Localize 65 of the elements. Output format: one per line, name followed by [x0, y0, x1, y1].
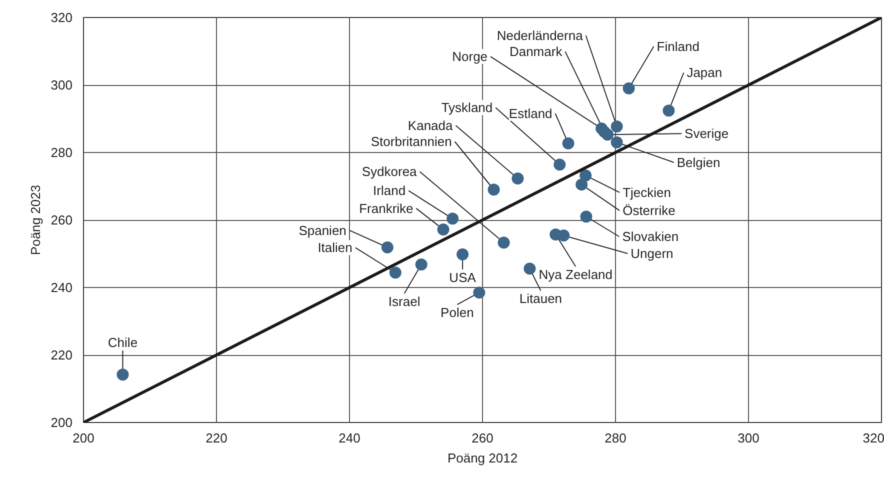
point — [580, 169, 592, 182]
data-label: Estland — [508, 106, 552, 121]
point — [602, 128, 614, 141]
y-tick-label: 220 — [50, 348, 73, 362]
data-label: Polen — [440, 305, 474, 320]
point — [512, 172, 524, 184]
data-label: Tyskland — [441, 100, 493, 116]
point — [554, 158, 566, 171]
data-label: Frankrike — [359, 200, 414, 216]
data-label: Kanada — [408, 118, 454, 133]
x-tick-label: 280 — [604, 430, 626, 446]
data-label: Storbritannien — [370, 134, 452, 150]
y-tick-label: 200 — [50, 415, 73, 430]
data-label: Nya Zeeland — [538, 267, 613, 282]
data-label: Japan — [686, 65, 722, 80]
data-label: Belgien — [676, 154, 720, 170]
y-tick-label: 300 — [50, 78, 73, 92]
point — [488, 184, 500, 196]
point — [524, 262, 536, 275]
point — [116, 368, 129, 381]
point — [456, 248, 469, 260]
point — [473, 286, 486, 299]
data-label: Danmark — [509, 44, 563, 60]
data-label: Irland — [373, 183, 406, 198]
point — [498, 236, 510, 249]
x-tick-label: 300 — [738, 430, 760, 446]
point — [576, 178, 588, 191]
x-axis-title: Poäng 2012 — [447, 450, 518, 466]
data-label: Norge — [452, 49, 488, 64]
data-label: USA — [449, 270, 476, 285]
data-label: Spanien — [298, 222, 346, 238]
point — [562, 137, 574, 150]
point — [580, 210, 592, 223]
point — [622, 82, 635, 94]
point — [550, 228, 562, 240]
data-label: Israel — [388, 294, 420, 310]
y-tick-label: 280 — [50, 145, 73, 160]
point — [610, 120, 623, 132]
point — [662, 104, 675, 117]
point — [389, 266, 402, 279]
data-label: Österrike — [622, 203, 676, 218]
point — [381, 241, 394, 254]
y-tick-label: 320 — [50, 10, 73, 25]
x-tick-label: 260 — [472, 430, 494, 446]
point — [437, 223, 450, 236]
point — [446, 212, 459, 225]
data-label: Sverige — [684, 126, 729, 142]
y-tick-label: 240 — [50, 280, 73, 295]
data-label: Ungern — [630, 246, 674, 262]
data-label: Chile — [108, 335, 138, 350]
y-tick-label: 260 — [50, 212, 73, 228]
data-label: Nederländerna — [496, 28, 584, 44]
point — [610, 136, 623, 148]
y-axis-title: Poäng 2023 — [28, 184, 43, 256]
data-label: Slovakien — [622, 229, 679, 244]
data-label: Finland — [656, 38, 700, 54]
data-label: Italien — [318, 240, 352, 256]
x-tick-label: 220 — [206, 430, 228, 446]
x-tick-label: 200 — [72, 430, 94, 446]
data-label: Sydkorea — [362, 164, 418, 180]
data-label: Litauen — [519, 291, 562, 306]
x-tick-label: 320 — [862, 430, 884, 446]
data-label: Tjeckien — [622, 184, 671, 200]
point — [415, 258, 428, 271]
x-tick-label: 240 — [338, 430, 360, 446]
